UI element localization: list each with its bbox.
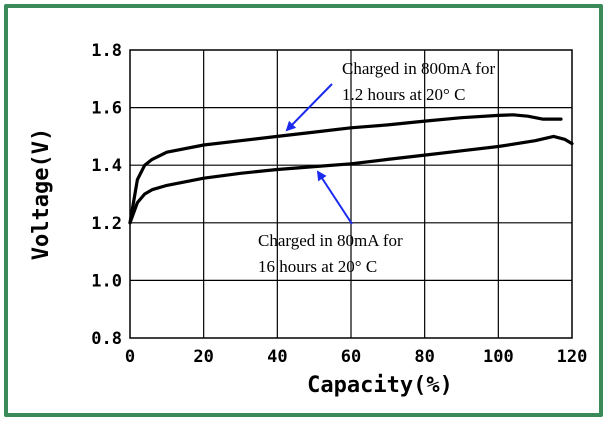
y-axis-title: Voltage(V) (29, 128, 54, 260)
annotation-800ma-line2: 1.2 hours at 20° C (342, 85, 465, 104)
x-axis-title: Capacity(%) (307, 373, 453, 398)
y-tick-label-1.6: 1.6 (91, 99, 122, 119)
series-line-1 (128, 113, 563, 225)
x-tick-label-20: 20 (193, 347, 213, 367)
figure-border (4, 4, 603, 417)
y-axis-ticks: 0.8 1.0 1.2 1.4 1.6 1.8 (91, 41, 122, 349)
x-tick-label-80: 80 (414, 347, 434, 367)
y-tick-label-1.0: 1.0 (91, 271, 122, 291)
x-tick-label-0: 0 (125, 347, 135, 367)
y-tick-label-0.8: 0.8 (91, 329, 122, 349)
x-axis-ticks: 0 20 40 60 80 100 120 (125, 347, 587, 367)
x-tick-label-120: 120 (557, 347, 588, 367)
plot-area-frame (129, 49, 573, 339)
y-tick-label-1.4: 1.4 (91, 156, 122, 176)
series-line-2 (128, 134, 574, 225)
annotation-80ma: Charged in 80mA for 16 hours at 20° C (258, 170, 403, 276)
annotation-800ma-arrow (285, 83, 333, 132)
annotation-80ma-arrow (316, 170, 353, 225)
annotation-800ma: Charged in 800mA for 1.2 hours at 20° C (285, 59, 495, 132)
x-tick-label-60: 60 (341, 347, 361, 367)
annotation-800ma-line1: Charged in 800mA for (342, 59, 495, 78)
y-tick-label-1.8: 1.8 (91, 41, 122, 61)
x-tick-label-100: 100 (483, 347, 514, 367)
annotation-80ma-line2: 16 hours at 20° C (258, 257, 377, 276)
y-tick-label-1.2: 1.2 (91, 214, 122, 234)
x-tick-label-40: 40 (267, 347, 287, 367)
series-group (128, 113, 574, 225)
annotation-80ma-line1: Charged in 80mA for (258, 231, 403, 250)
